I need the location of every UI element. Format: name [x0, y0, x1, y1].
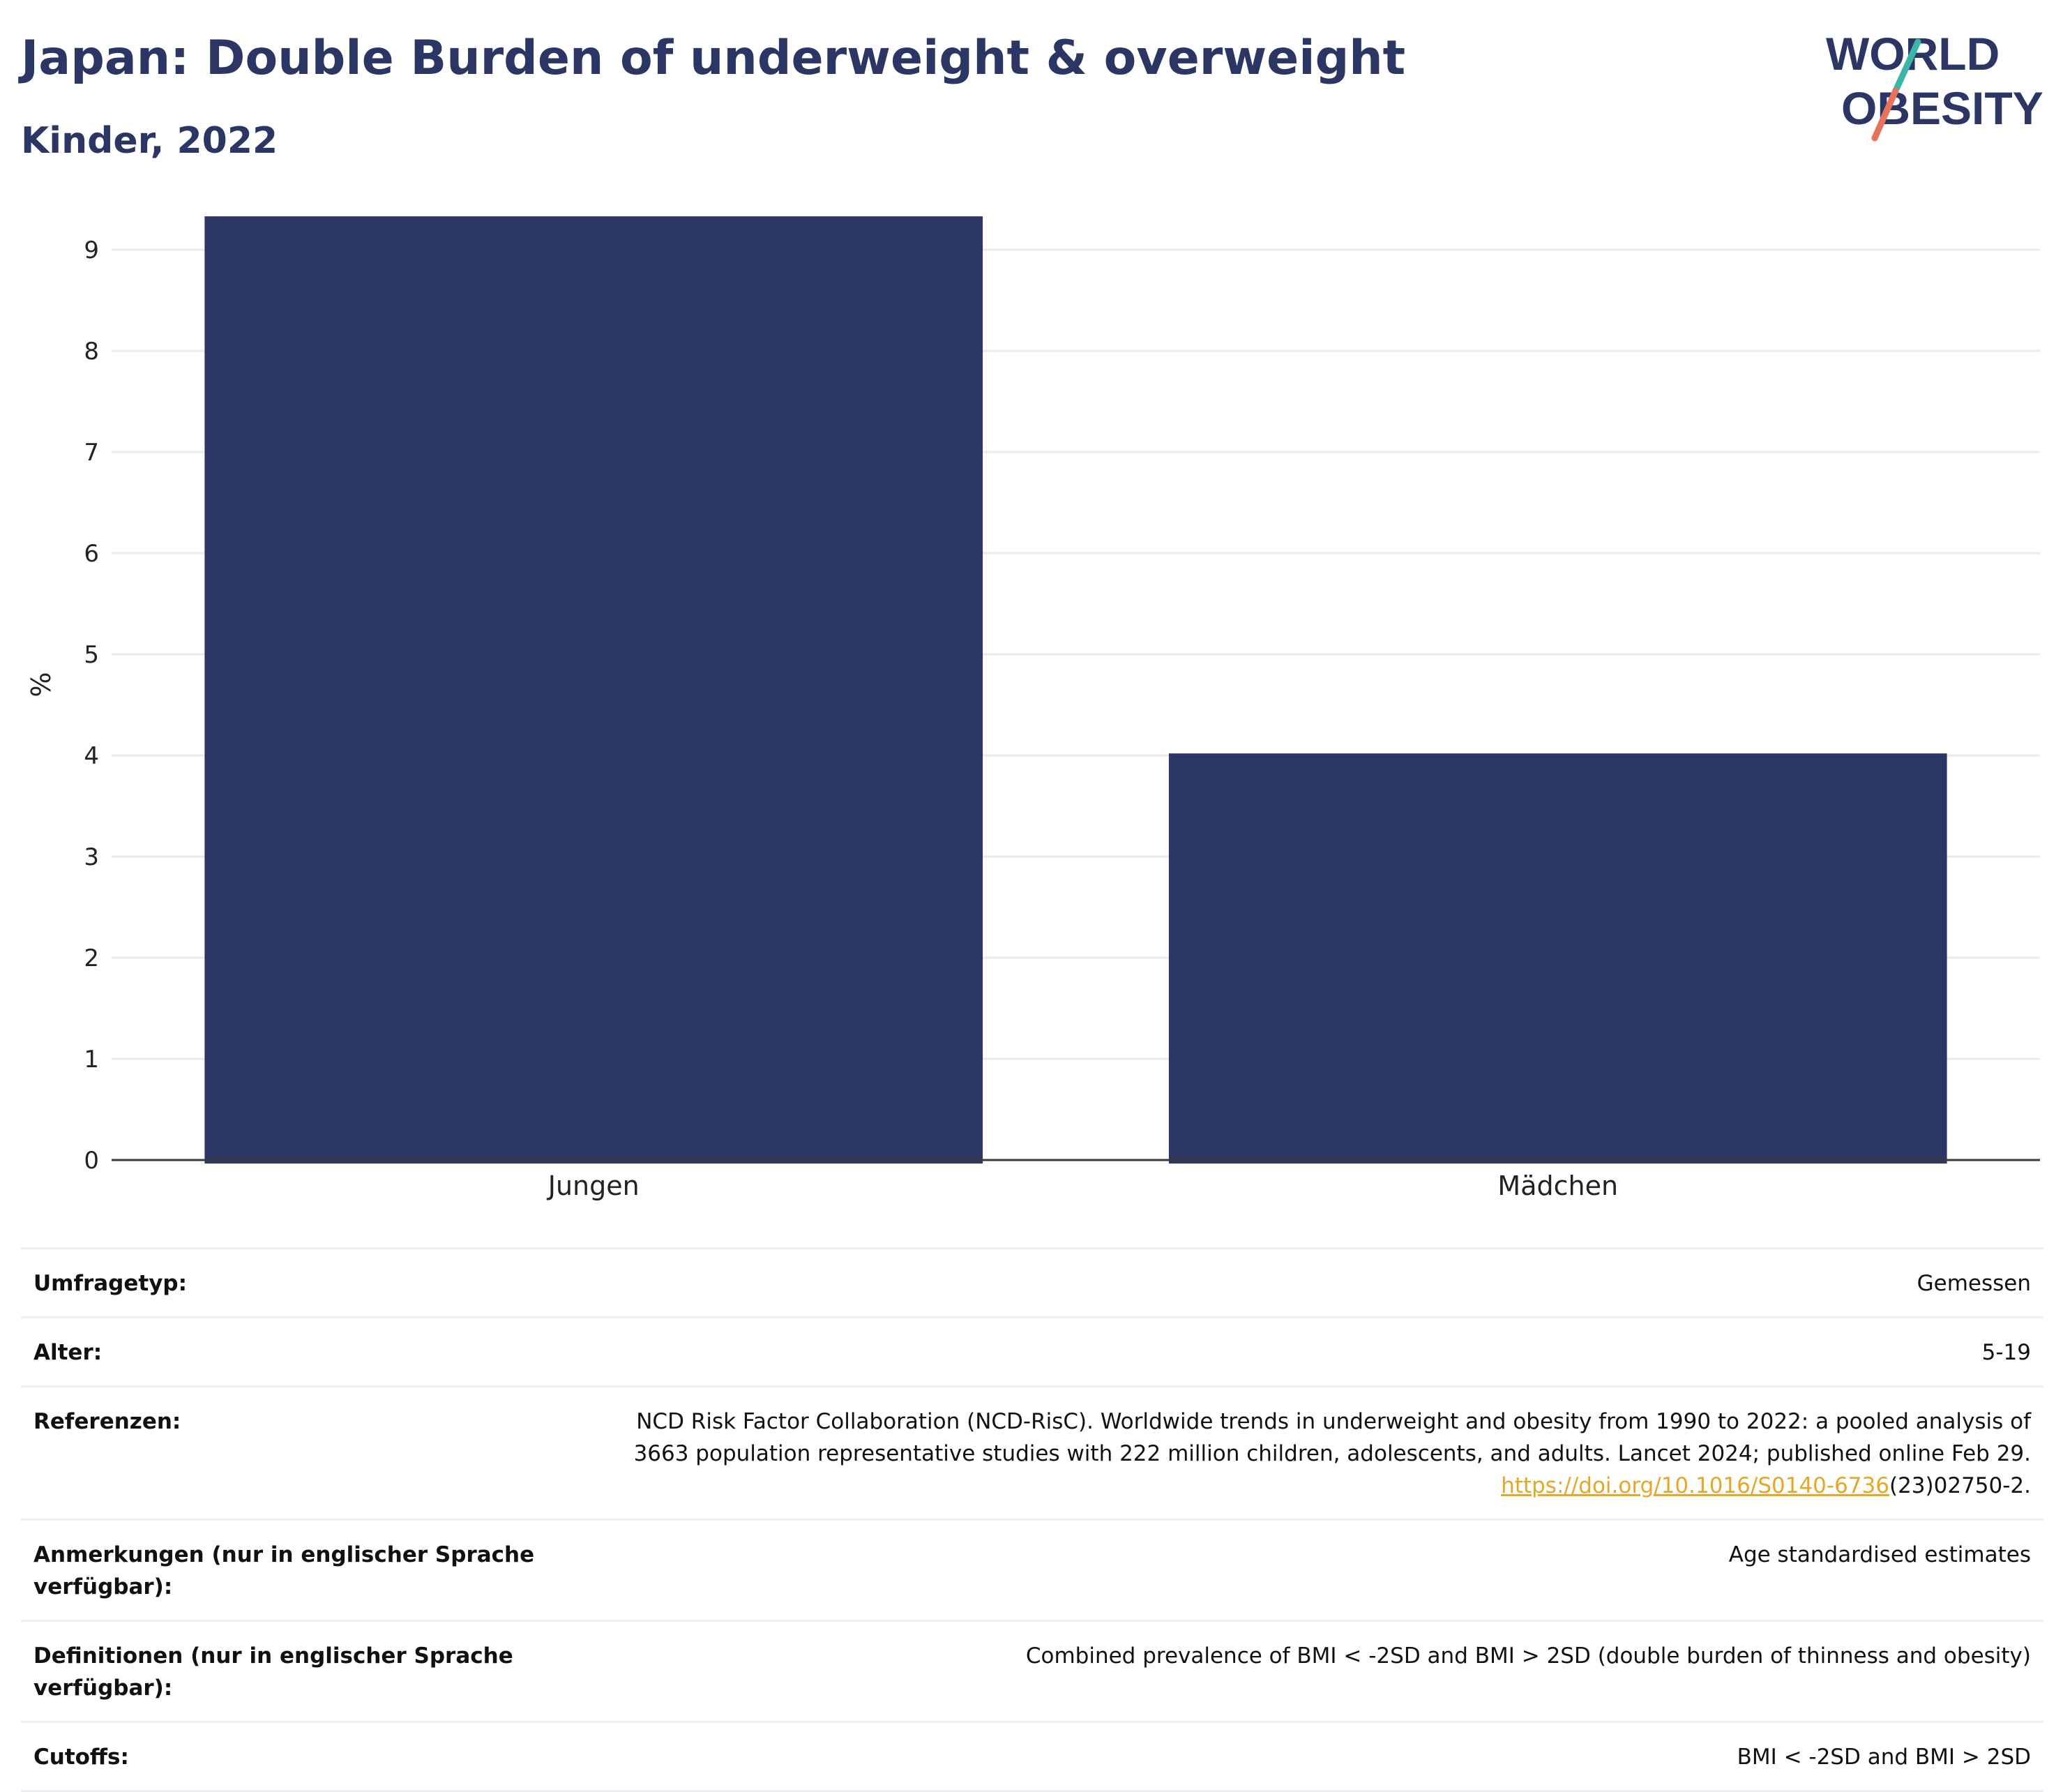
logo-slash-bottom: [1871, 87, 1899, 142]
y-tick-label: 1: [84, 1046, 99, 1074]
y-tick-label: 0: [84, 1147, 99, 1175]
world-obesity-logo: WORLD OBESITY: [1826, 28, 2043, 142]
meta-value: Gemessen: [548, 1247, 2043, 1318]
doi-suffix: (23)02750-2.: [1889, 1473, 2031, 1498]
meta-row-age: Alter: 5-19: [21, 1316, 2043, 1387]
y-tick-label: 5: [84, 641, 99, 669]
reference-line-3: https://doi.org/10.1016/S0140-6736(23)02…: [561, 1470, 2031, 1502]
page-subtitle: Kinder, 2022: [21, 120, 278, 162]
meta-label: Cutoffs:: [21, 1721, 548, 1792]
meta-value: NCD Risk Factor Collaboration (NCD-RisC)…: [548, 1385, 2043, 1520]
logo-line2: OBESITY: [1841, 82, 2043, 134]
meta-value: 5-19: [548, 1316, 2043, 1387]
meta-label: Anmerkungen (nur in englischer Sprache v…: [21, 1519, 548, 1621]
meta-label: Umfragetyp:: [21, 1247, 548, 1318]
x-tick-label: Mädchen: [1497, 1170, 1618, 1201]
logo-slash-top: [1892, 38, 1921, 94]
metadata-table: Umfragetyp: Gemessen Alter: 5-19 Referen…: [21, 1247, 2043, 1792]
y-tick-label: 8: [84, 338, 99, 366]
meta-value: Combined prevalence of BMI < -2SD and BM…: [548, 1620, 2043, 1722]
y-tick-label: 7: [84, 439, 99, 467]
y-tick-label: 2: [84, 944, 99, 972]
bar: [1168, 753, 1947, 1164]
reference-line-2: 3663 population representative studies w…: [633, 1441, 2031, 1466]
meta-row-cutoffs: Cutoffs: BMI < -2SD and BMI > 2SD: [21, 1721, 2043, 1792]
doi-link[interactable]: https://doi.org/10.1016/S0140-6736: [1501, 1473, 1889, 1498]
x-tick-label: Jungen: [547, 1170, 640, 1201]
meta-row-definitions: Definitionen (nur in englischer Sprache …: [21, 1620, 2043, 1722]
meta-value: Age standardised estimates: [548, 1519, 2043, 1621]
meta-label: Definitionen (nur in englischer Sprache …: [21, 1620, 548, 1722]
y-tick-label: 3: [84, 843, 99, 871]
meta-row-notes: Anmerkungen (nur in englischer Sprache v…: [21, 1519, 2043, 1621]
meta-label: Alter:: [21, 1316, 548, 1387]
bar: [204, 216, 983, 1164]
y-tick-label: 4: [84, 742, 99, 770]
meta-row-survey-type: Umfragetyp: Gemessen: [21, 1247, 2043, 1318]
y-tick-label: 9: [84, 236, 99, 264]
page-title: Japan: Double Burden of underweight & ov…: [21, 31, 1406, 86]
meta-value: BMI < -2SD and BMI > 2SD: [548, 1721, 2043, 1792]
meta-row-references: Referenzen: NCD Risk Factor Collaboratio…: [21, 1385, 2043, 1520]
bar-chart: 0 1 2 3 4 5 6 7 8 9 Jungen Mädchen%: [26, 216, 2040, 1201]
meta-label: Referenzen:: [21, 1385, 548, 1520]
reference-line-1: NCD Risk Factor Collaboration (NCD-RisC)…: [636, 1409, 2031, 1434]
y-axis-label: %: [26, 672, 56, 697]
y-tick-label: 6: [84, 540, 99, 568]
